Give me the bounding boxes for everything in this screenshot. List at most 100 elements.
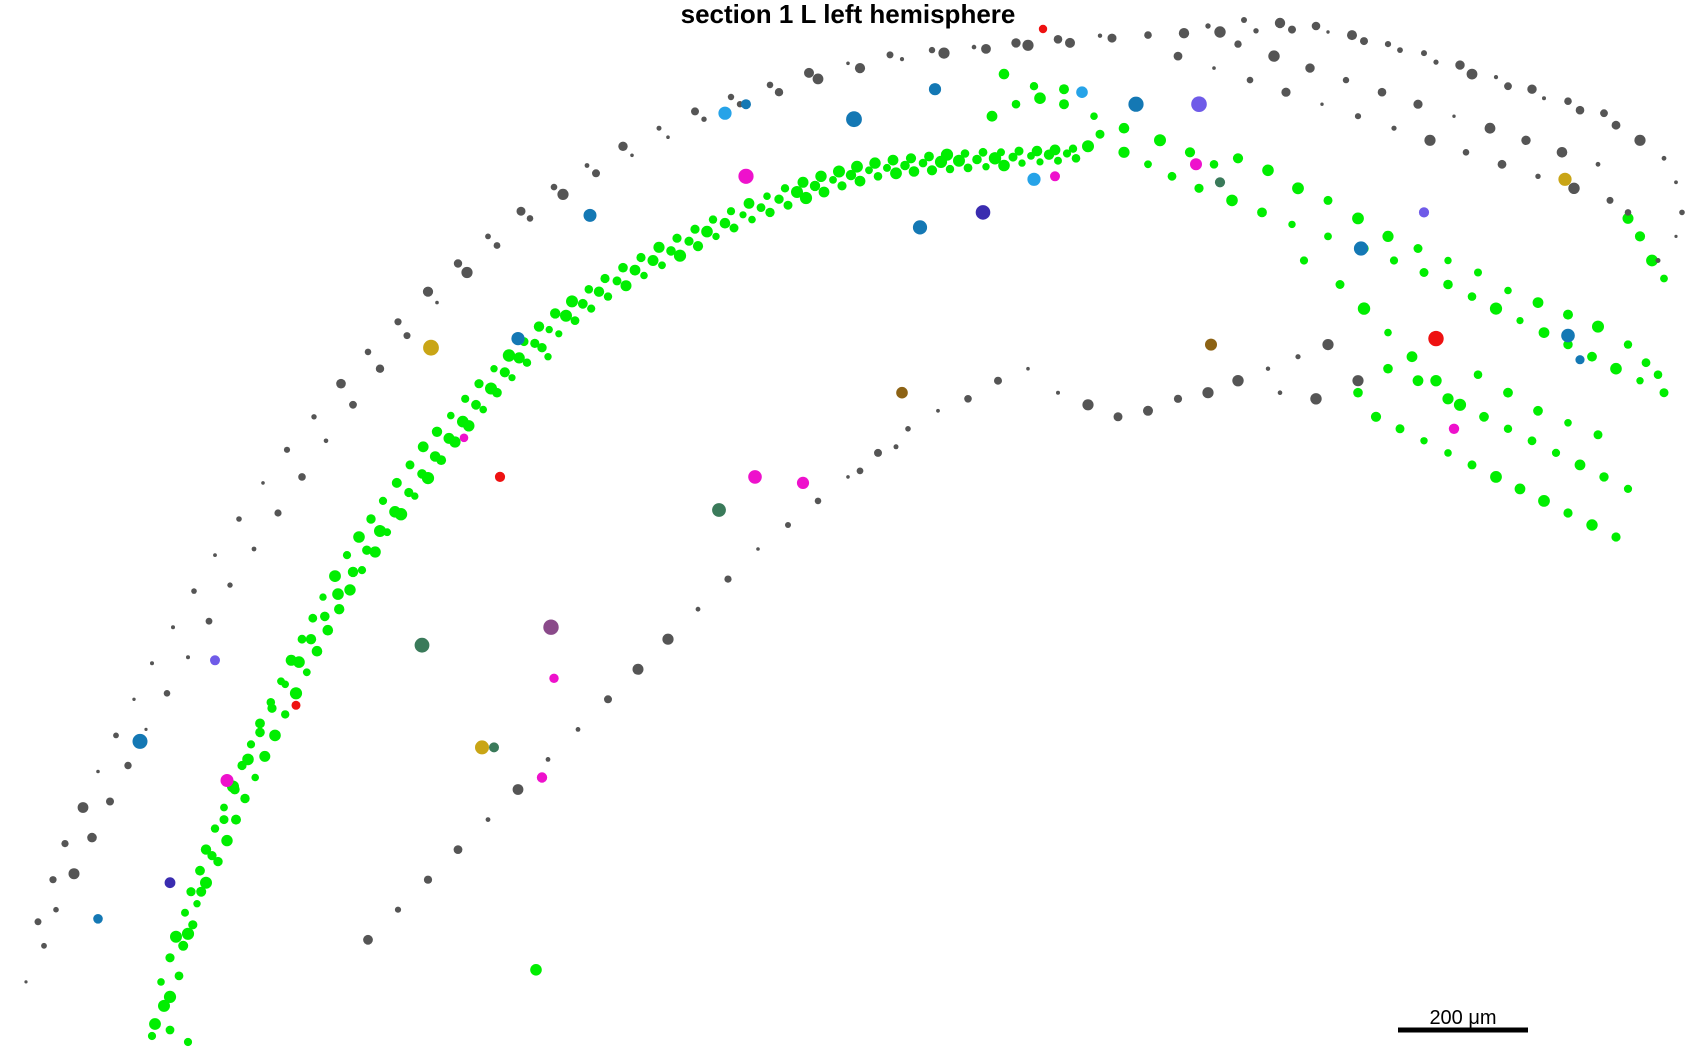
cell-point <box>1036 158 1044 166</box>
cell-point-magenta <box>459 433 469 443</box>
cell-point <box>1262 164 1274 177</box>
cell-point <box>1462 149 1470 156</box>
cell-point <box>994 376 1002 385</box>
cell-point <box>289 687 303 700</box>
cell-point <box>513 352 525 364</box>
cell-point <box>255 727 265 738</box>
cell-point <box>900 160 910 171</box>
cell-point-brown <box>896 386 908 399</box>
cell-point <box>1212 66 1216 70</box>
cell-point <box>344 584 356 596</box>
cell-point <box>353 531 365 543</box>
cell-point <box>1634 231 1646 242</box>
cell-point <box>1324 232 1332 241</box>
cell-point-sky <box>718 106 732 120</box>
cell-point-steel <box>741 99 751 110</box>
cell-point <box>49 876 57 884</box>
cell-point <box>1342 76 1350 84</box>
cell-point <box>587 304 596 313</box>
cell-point <box>1384 328 1392 337</box>
cell-point <box>557 188 569 200</box>
cell-point <box>1599 472 1609 482</box>
cell-point <box>566 295 578 308</box>
cell-point <box>205 617 213 625</box>
cell-point <box>1504 286 1512 295</box>
cell-point <box>1453 398 1467 411</box>
cell-point <box>1173 394 1183 403</box>
cell-point <box>1357 302 1371 315</box>
cell-point <box>1370 411 1382 422</box>
cell-point <box>1383 363 1393 374</box>
cell-point <box>1029 82 1039 91</box>
cell-point <box>1268 50 1280 62</box>
cell-point <box>165 953 175 963</box>
cell-point <box>658 261 666 270</box>
cell-point <box>618 141 628 151</box>
cell-point <box>780 184 790 193</box>
cell-point <box>375 364 385 373</box>
cell-point <box>174 971 184 981</box>
cell-point <box>157 978 165 986</box>
cell-point <box>453 845 463 854</box>
cell-point <box>1194 183 1204 193</box>
series-scattered-cells <box>24 17 1685 984</box>
cell-point-steel <box>1353 241 1369 256</box>
cell-point <box>1420 437 1428 445</box>
cell-point <box>1034 92 1046 104</box>
cell-point <box>636 252 646 263</box>
cell-point <box>429 451 441 462</box>
cell-point <box>1568 182 1580 194</box>
cell-point <box>1490 471 1502 483</box>
cell-point <box>934 155 948 168</box>
cell-point <box>1347 30 1357 41</box>
cell-point <box>1310 393 1322 405</box>
cell-point <box>471 399 481 410</box>
cell-point <box>1521 135 1531 145</box>
cell-point-steel <box>132 733 148 749</box>
cell-point <box>311 645 323 657</box>
cell-point-teal <box>414 637 430 653</box>
cell-point <box>1054 156 1062 165</box>
cell-point <box>1144 160 1152 169</box>
cell-point <box>560 309 572 322</box>
cell-point <box>394 906 402 913</box>
cell-point <box>1516 317 1524 325</box>
cell-point <box>1178 28 1190 39</box>
cell-point <box>512 784 524 795</box>
cell-point <box>281 710 290 719</box>
cell-point <box>165 1025 175 1035</box>
cell-point <box>389 506 401 518</box>
cell-point <box>727 93 735 101</box>
cell-point <box>229 784 240 795</box>
plot-area <box>24 17 1685 1047</box>
chart-title: section 1 L left hemisphere <box>681 0 1016 29</box>
cell-point <box>1592 320 1604 333</box>
cell-point <box>196 886 207 897</box>
cell-point <box>347 566 359 578</box>
cell-point <box>928 46 936 54</box>
cell-point <box>724 575 732 583</box>
cell-point <box>690 224 700 234</box>
cell-point <box>1556 147 1568 158</box>
cell-point-magenta <box>536 772 548 783</box>
cell-point <box>1611 532 1621 542</box>
cell-point <box>1043 149 1055 160</box>
cell-point <box>1253 28 1259 34</box>
cell-point <box>1354 113 1362 120</box>
cell-point <box>938 47 950 59</box>
cell-point <box>1623 484 1633 493</box>
cell-point <box>584 163 590 168</box>
cell-point <box>1455 60 1465 70</box>
cell-point <box>1011 38 1021 48</box>
cell-point <box>170 930 182 943</box>
cell-point <box>1679 209 1685 216</box>
cell-point <box>666 246 676 256</box>
cell-point <box>61 840 69 848</box>
cell-point <box>447 411 455 420</box>
cell-point-teal <box>712 503 726 517</box>
cell-point <box>485 382 497 395</box>
cell-point <box>453 259 463 268</box>
cell-point <box>905 153 917 164</box>
cell-point <box>612 276 622 286</box>
cell-point <box>293 656 305 668</box>
